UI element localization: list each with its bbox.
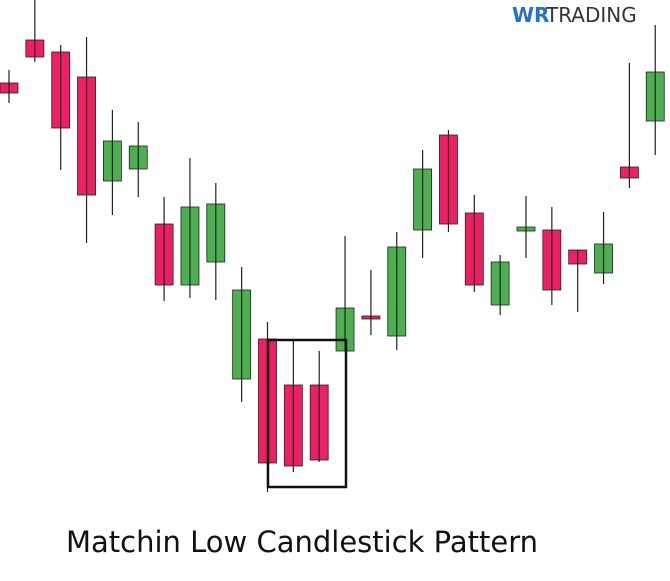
logo-text: TRADING [545,3,637,27]
logo-mark: WR [512,3,549,27]
chart-title: Matchin Low Candlestick Pattern [66,525,538,559]
pattern-highlight [266,338,348,489]
